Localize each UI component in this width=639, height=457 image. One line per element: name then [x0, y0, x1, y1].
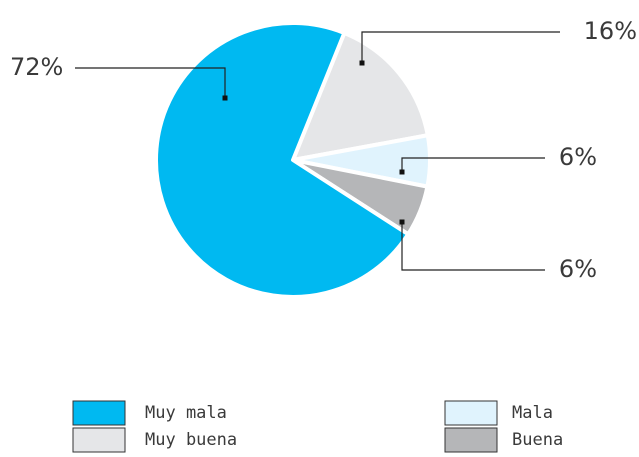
- value-label: 72%: [10, 53, 63, 81]
- leader-dot: [399, 169, 405, 175]
- leader-dot: [222, 95, 228, 101]
- leader-dot: [399, 219, 405, 225]
- value-label: 6%: [559, 255, 597, 283]
- leader-dot: [359, 60, 365, 66]
- pie-slice: [291, 30, 430, 162]
- pie-slice: [154, 21, 411, 299]
- value-label: 16%: [584, 17, 637, 45]
- leader-line: [401, 157, 545, 172]
- legend-label: Buena: [512, 430, 563, 450]
- leader-line: [401, 222, 545, 271]
- legend-label: Mala: [512, 403, 553, 423]
- legend-swatch: [444, 427, 498, 453]
- leader-line: [75, 67, 226, 98]
- value-label: 6%: [559, 143, 597, 171]
- legend-swatch: [444, 400, 498, 426]
- legend-label: Muy buena: [145, 430, 237, 450]
- leader-line: [361, 31, 560, 63]
- legend-swatch: [72, 400, 126, 426]
- legend-swatch: [72, 427, 126, 453]
- legend-label: Muy mala: [145, 403, 227, 423]
